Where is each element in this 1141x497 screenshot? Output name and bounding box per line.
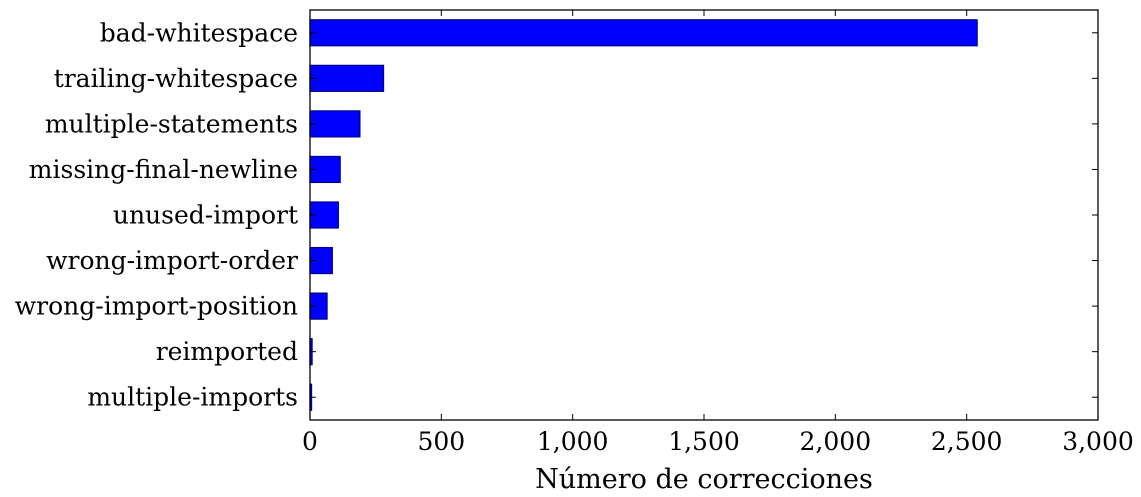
x-tick-label-2000: 2,000 (800, 427, 872, 456)
ticks-layer (309, 10, 1099, 420)
category-label-wrong-import-position: wrong-import-position (15, 292, 298, 321)
category-label-missing-final-newline: missing-final-newline (29, 155, 298, 184)
category-label-bad-whitespace: bad-whitespace (100, 18, 298, 47)
category-label-unused-import: unused-import (113, 201, 298, 230)
category-label-trailing-whitespace: trailing-whitespace (54, 64, 298, 93)
x-axis-label: Número de correcciones (535, 464, 873, 495)
x-tick-label-1500: 1,500 (668, 427, 740, 456)
x-tick-label-0: 0 (302, 427, 318, 456)
category-label-reimported: reimported (156, 337, 298, 366)
bar-bad-whitespace (309, 19, 978, 47)
plot-frame (309, 9, 1099, 421)
category-label-multiple-imports: multiple-imports (87, 383, 298, 412)
x-tick-label-3000: 3,000 (1062, 427, 1134, 456)
x-tick-label-1000: 1,000 (537, 427, 609, 456)
x-tick-label-2500: 2,500 (931, 427, 1003, 456)
x-tick-label-500: 500 (417, 427, 465, 456)
bar-multiple-statements (309, 110, 361, 138)
category-label-wrong-import-order: wrong-import-order (46, 246, 298, 275)
bar-trailing-whitespace (309, 64, 385, 92)
bars-layer (309, 19, 978, 411)
labels-layer: bad-whitespace trailing-whitespace multipl… (15, 18, 1134, 456)
category-label-multiple-statements: multiple-statements (45, 109, 298, 138)
